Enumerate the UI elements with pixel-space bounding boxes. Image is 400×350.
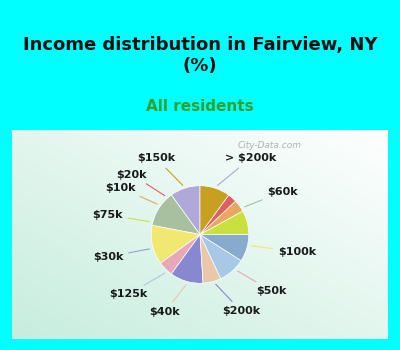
Wedge shape: [200, 211, 249, 234]
Wedge shape: [171, 234, 203, 283]
Text: > $200k: > $200k: [218, 154, 276, 186]
Text: $60k: $60k: [244, 187, 298, 207]
Text: $100k: $100k: [251, 246, 316, 257]
Text: $200k: $200k: [216, 284, 260, 316]
Text: City-Data.com: City-Data.com: [238, 141, 302, 150]
Text: All residents: All residents: [146, 99, 254, 114]
Wedge shape: [200, 201, 243, 234]
Wedge shape: [200, 186, 229, 235]
Wedge shape: [200, 234, 249, 261]
Wedge shape: [171, 186, 200, 235]
Text: $30k: $30k: [93, 249, 150, 262]
Wedge shape: [200, 195, 236, 234]
Text: $50k: $50k: [238, 271, 287, 296]
Wedge shape: [160, 234, 200, 274]
Text: $75k: $75k: [92, 210, 149, 222]
Text: Income distribution in Fairview, NY
(%): Income distribution in Fairview, NY (%): [23, 36, 377, 75]
Wedge shape: [200, 234, 221, 283]
Wedge shape: [200, 234, 241, 279]
Text: $20k: $20k: [117, 169, 165, 196]
Wedge shape: [152, 195, 200, 234]
Wedge shape: [151, 225, 200, 263]
Text: $150k: $150k: [137, 154, 183, 185]
Text: $10k: $10k: [105, 182, 157, 204]
Text: $40k: $40k: [150, 285, 186, 317]
Text: $125k: $125k: [109, 273, 165, 300]
